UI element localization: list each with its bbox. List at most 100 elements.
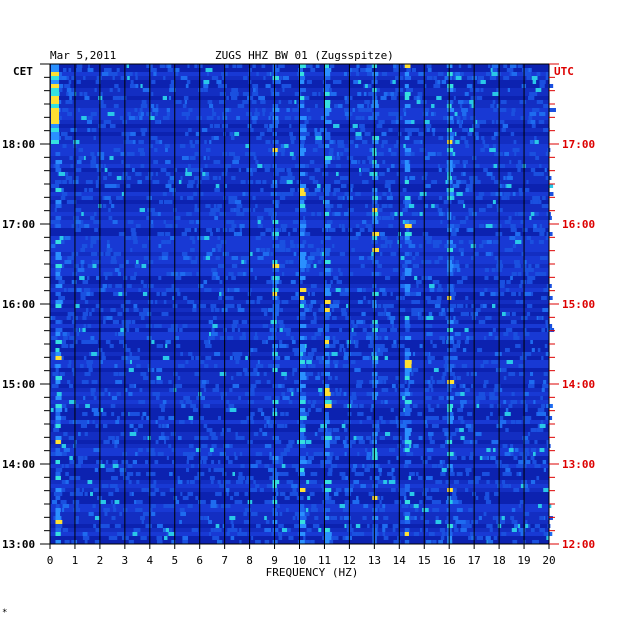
energy-speck	[461, 524, 466, 528]
energy-speck	[262, 108, 266, 112]
energy-speck	[516, 464, 522, 468]
energy-speck	[156, 368, 163, 372]
energy-band-mark	[272, 540, 278, 544]
energy-speck	[335, 164, 341, 168]
energy-band-mark	[404, 436, 409, 440]
energy-speck	[118, 252, 122, 256]
energy-speck	[234, 132, 240, 136]
energy-speck	[104, 168, 108, 172]
energy-speck	[280, 244, 286, 248]
energy-speck	[452, 184, 460, 188]
energy-speck	[264, 208, 271, 212]
energy-speck	[437, 464, 443, 468]
energy-speck	[505, 468, 511, 472]
energy-speck	[530, 480, 536, 484]
energy-speck	[425, 424, 429, 428]
energy-band-mark	[272, 400, 279, 404]
energy-band-mark	[299, 72, 305, 76]
energy-speck	[492, 448, 496, 452]
energy-band-mark	[372, 136, 380, 140]
energy-speck	[255, 160, 259, 164]
energy-speck	[439, 336, 446, 340]
energy-band-mark	[324, 540, 330, 544]
energy-speck	[308, 364, 311, 368]
energy-speck	[465, 184, 473, 188]
energy-speck	[299, 316, 306, 320]
energy-speck	[59, 416, 67, 420]
energy-band-mark	[324, 288, 330, 292]
energy-band-mark	[299, 244, 305, 248]
energy-speck	[158, 244, 162, 248]
energy-speck	[315, 376, 321, 380]
energy-speck	[185, 272, 192, 276]
energy-speck	[365, 68, 372, 72]
energy-speck	[228, 196, 234, 200]
energy-band-mark	[272, 92, 280, 96]
energy-speck	[376, 88, 380, 92]
energy-speck	[256, 136, 262, 140]
energy-speck	[286, 388, 293, 392]
energy-speck	[522, 72, 529, 76]
energy-speck	[289, 240, 294, 244]
energy-speck	[96, 460, 103, 464]
energy-speck	[382, 504, 386, 508]
energy-speck	[101, 484, 109, 488]
energy-speck	[228, 404, 235, 408]
energy-speck	[253, 480, 256, 484]
energy-speck	[522, 456, 528, 460]
energy-speck	[546, 536, 550, 540]
energy-speck	[284, 496, 290, 500]
energy-band-mark	[324, 248, 331, 252]
energy-speck	[292, 372, 295, 376]
energy-band-mark	[404, 64, 411, 68]
energy-band-mark	[404, 148, 412, 152]
energy-speck	[229, 516, 236, 520]
energy-speck	[74, 500, 80, 504]
energy-speck	[255, 204, 258, 208]
energy-band-mark	[272, 104, 279, 108]
energy-speck	[217, 460, 221, 464]
energy-speck	[431, 104, 435, 108]
energy-speck	[165, 288, 171, 292]
energy-speck	[468, 188, 473, 192]
energy-speck	[360, 264, 365, 268]
energy-speck	[194, 476, 201, 480]
energy-speck	[98, 288, 105, 292]
energy-speck	[228, 200, 235, 204]
energy-speck	[509, 72, 512, 76]
energy-speck	[343, 348, 346, 352]
energy-band-mark	[272, 228, 279, 232]
energy-speck	[477, 76, 484, 80]
energy-speck	[295, 296, 299, 300]
energy-speck	[106, 240, 110, 244]
energy-speck	[149, 484, 156, 488]
energy-speck	[140, 536, 147, 540]
energy-speck	[84, 300, 89, 304]
energy-speck	[300, 300, 306, 304]
energy-speck	[411, 308, 416, 312]
energy-band-mark	[299, 468, 305, 472]
energy-speck	[105, 460, 109, 464]
energy-speck	[256, 296, 263, 300]
energy-speck	[217, 248, 221, 252]
energy-speck	[252, 120, 257, 124]
energy-speck	[376, 532, 379, 536]
energy-speck	[128, 368, 134, 372]
energy-speck	[365, 204, 368, 208]
energy-speck	[84, 292, 91, 296]
energy-speck	[68, 92, 75, 96]
energy-speck	[163, 76, 166, 80]
energy-speck	[456, 116, 461, 120]
energy-speck	[328, 152, 334, 156]
energy-speck	[163, 424, 167, 428]
energy-speck	[112, 320, 119, 324]
energy-band-mark	[324, 436, 332, 440]
energy-speck	[114, 500, 120, 504]
energy-speck	[89, 312, 92, 316]
energy-speck	[269, 124, 276, 128]
energy-speck	[413, 504, 419, 508]
energy-band-mark	[324, 316, 330, 320]
energy-speck	[492, 240, 498, 244]
energy-speck	[171, 288, 175, 292]
energy-speck	[283, 448, 290, 452]
